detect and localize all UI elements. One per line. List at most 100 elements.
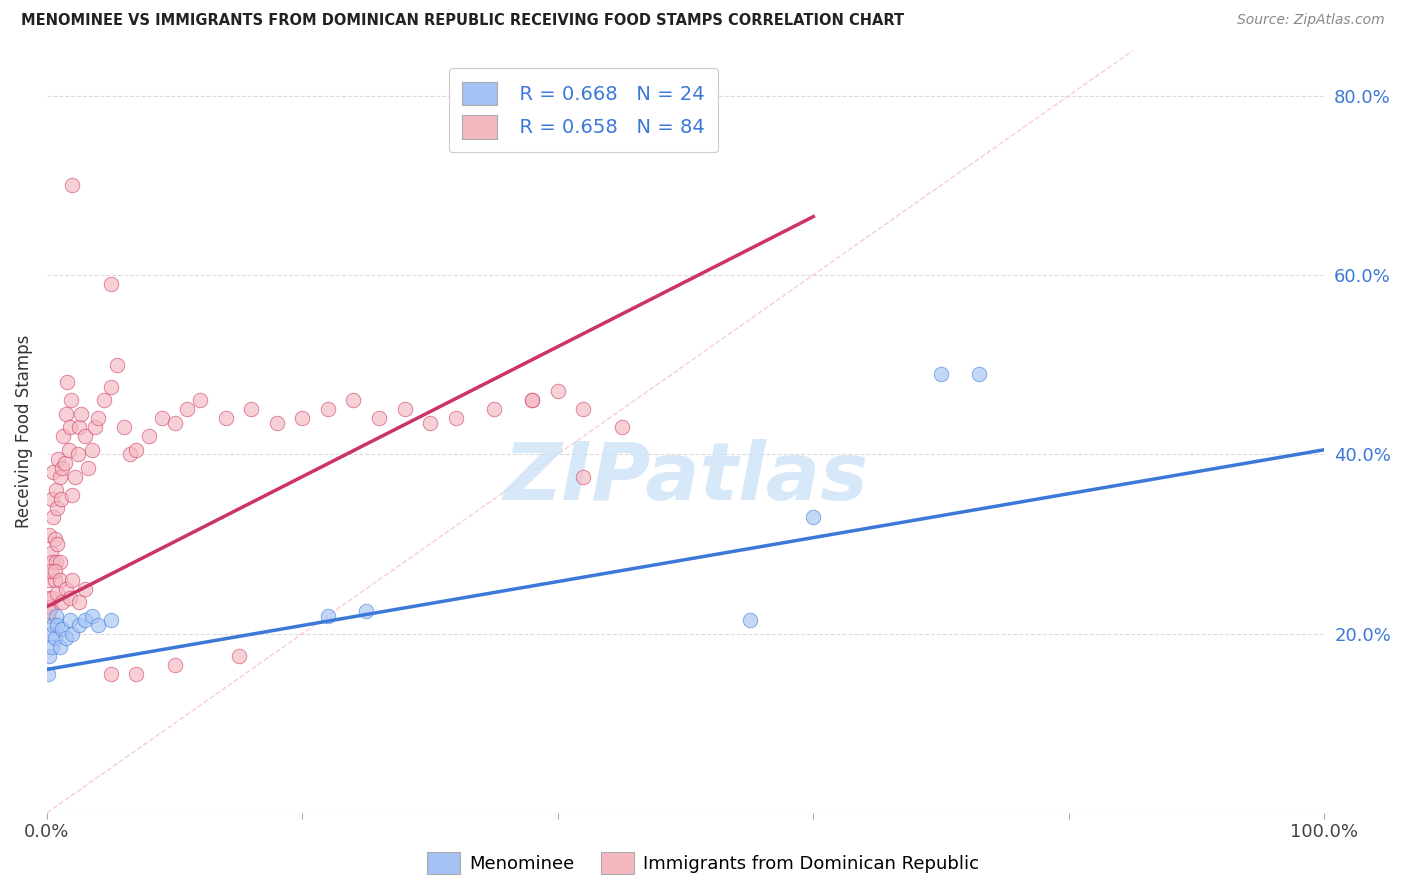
Point: [100, 380, 122, 394]
Point: [125, 442, 148, 457]
Point: [75, 429, 97, 443]
Point: [150, 411, 173, 425]
Point: [37, 608, 59, 623]
Point: [49, 491, 72, 506]
Point: [138, 429, 160, 443]
Point: [59, 420, 82, 434]
Point: [45, 555, 67, 569]
Legend: Menominee, Immigrants from Dominican Republic: Menominee, Immigrants from Dominican Rep…: [418, 843, 988, 883]
Point: [60, 393, 83, 408]
Point: [929, 367, 952, 381]
Text: ZIPatlas: ZIPatlas: [503, 439, 868, 516]
Point: [188, 393, 211, 408]
Point: [100, 277, 122, 291]
Point: [62, 178, 84, 193]
Point: [316, 402, 339, 417]
Point: [610, 420, 633, 434]
Point: [522, 393, 544, 408]
Point: [62, 487, 84, 501]
Point: [46, 586, 69, 600]
Point: [163, 657, 186, 672]
Point: [59, 613, 82, 627]
Point: [42, 617, 65, 632]
Point: [100, 613, 122, 627]
Point: [48, 573, 70, 587]
Point: [38, 528, 60, 542]
Point: [38, 604, 60, 618]
Point: [44, 631, 66, 645]
Text: Source: ZipAtlas.com: Source: ZipAtlas.com: [1237, 13, 1385, 28]
Point: [112, 420, 135, 434]
Point: [48, 555, 70, 569]
Point: [482, 402, 505, 417]
Point: [66, 447, 89, 461]
Point: [48, 640, 70, 654]
Point: [266, 416, 288, 430]
Point: [522, 393, 544, 408]
Point: [55, 407, 77, 421]
Point: [45, 483, 67, 497]
Point: [46, 501, 69, 516]
Point: [56, 376, 79, 390]
Point: [44, 533, 66, 547]
Point: [163, 416, 186, 430]
Point: [53, 456, 76, 470]
Point: [42, 510, 65, 524]
Point: [37, 667, 59, 681]
Point: [51, 595, 73, 609]
Point: [67, 595, 90, 609]
Point: [969, 367, 991, 381]
Point: [76, 460, 98, 475]
Point: [46, 537, 69, 551]
Point: [38, 648, 60, 663]
Point: [62, 573, 84, 587]
Point: [67, 617, 90, 632]
Text: MENOMINEE VS IMMIGRANTS FROM DOMINICAN REPUBLIC RECEIVING FOOD STAMPS CORRELATIO: MENOMINEE VS IMMIGRANTS FROM DOMINICAN R…: [21, 13, 904, 29]
Point: [84, 420, 107, 434]
Point: [228, 648, 250, 663]
Point: [572, 469, 595, 483]
Point: [176, 402, 198, 417]
Point: [48, 451, 70, 466]
Point: [39, 599, 62, 614]
Point: [80, 608, 103, 623]
Point: [51, 622, 73, 636]
Point: [59, 591, 82, 605]
Point: [41, 591, 63, 605]
Point: [444, 411, 467, 425]
Point: [45, 608, 67, 623]
Point: [58, 442, 80, 457]
Point: [42, 465, 65, 479]
Point: [803, 510, 825, 524]
Point: [55, 631, 77, 645]
Point: [37, 573, 59, 587]
Point: [55, 582, 77, 596]
Point: [75, 582, 97, 596]
Point: [87, 617, 110, 632]
Point: [291, 411, 314, 425]
Point: [215, 411, 238, 425]
Point: [67, 420, 90, 434]
Point: [394, 402, 416, 417]
Point: [46, 617, 69, 632]
Point: [48, 469, 70, 483]
Legend:   R = 0.668   N = 24,   R = 0.658   N = 84: R = 0.668 N = 24, R = 0.658 N = 84: [449, 68, 718, 153]
Point: [41, 555, 63, 569]
Point: [100, 667, 122, 681]
Point: [419, 416, 441, 430]
Point: [62, 626, 84, 640]
Point: [547, 384, 569, 399]
Point: [38, 591, 60, 605]
Point: [356, 604, 378, 618]
Point: [572, 402, 595, 417]
Point: [39, 564, 62, 578]
Point: [342, 393, 364, 408]
Point: [41, 491, 63, 506]
Point: [51, 460, 73, 475]
Point: [118, 447, 141, 461]
Point: [105, 358, 128, 372]
Y-axis label: Receiving Food Stamps: Receiving Food Stamps: [15, 335, 32, 528]
Point: [44, 573, 66, 587]
Point: [75, 613, 97, 627]
Point: [87, 411, 110, 425]
